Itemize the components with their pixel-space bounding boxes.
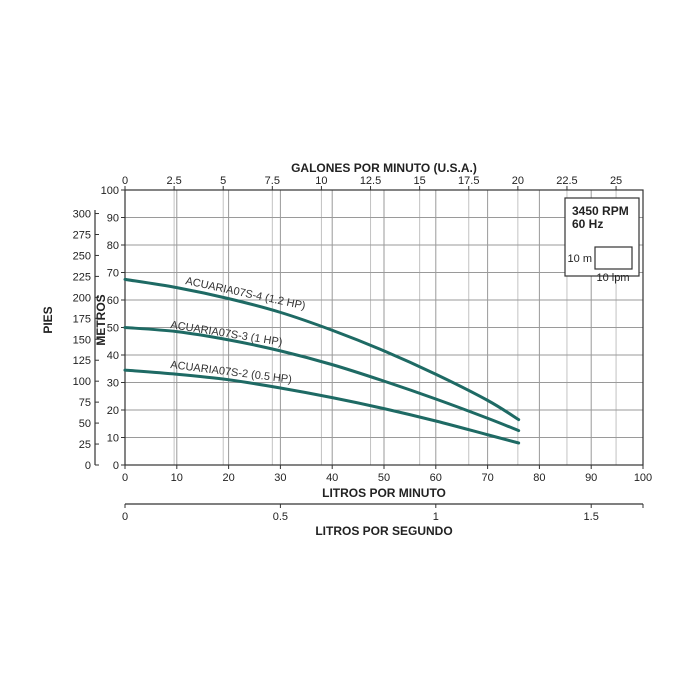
bottom-axis-title: LITROS POR MINUTO [322, 486, 446, 500]
curve-line [123, 368, 521, 445]
top-tick-label: 17.5 [458, 175, 479, 187]
pies-tick-label: 300 [73, 209, 91, 221]
metros-tick-label: 0 [113, 460, 119, 472]
pies-tick-label: 75 [79, 397, 91, 409]
top-tick-label: 2.5 [166, 175, 181, 187]
bottom-axis-ticks: 0 10 20 30 40 50 60 70 80 90 100 [122, 465, 652, 484]
pies-tick-label: 125 [73, 355, 91, 367]
metros-tick-label: 90 [107, 213, 119, 225]
metros-tick-label: 40 [107, 350, 119, 362]
bottom-tick-label: 30 [274, 472, 286, 484]
pies-axis-title: PIES [41, 306, 55, 333]
lps-axis-title: LITROS POR SEGUNDO [315, 524, 452, 538]
pies-tick-label: 50 [79, 418, 91, 430]
legend-scale-x: 10 lpm [596, 272, 629, 284]
pies-axis-ticks: 0 25 50 75 100 125 150 175 200 225 250 275 300 [73, 209, 99, 472]
bottom-tick-label: 50 [378, 472, 390, 484]
pies-tick-label: 25 [79, 439, 91, 451]
lps-tick-label: 1.5 [584, 511, 599, 523]
metros-axis-ticks: 0 10 20 30 40 50 60 70 80 90 100 [101, 185, 125, 472]
metros-axis-title: METROS [94, 294, 108, 345]
legend-scale-y: 10 m [568, 253, 592, 265]
bottom-tick-label: 60 [430, 472, 442, 484]
bottom-tick-label: 80 [533, 472, 545, 484]
pies-tick-label: 100 [73, 376, 91, 388]
bottom-tick-label: 90 [585, 472, 597, 484]
metros-tick-label: 30 [107, 378, 119, 390]
curve-line [123, 326, 521, 433]
top-tick-label: 25 [610, 175, 622, 187]
top-tick-label: 5 [220, 175, 226, 187]
lps-tick-label: 0 [122, 511, 128, 523]
pies-tick-label: 225 [73, 271, 91, 283]
lps-tick-label: 0.5 [273, 511, 288, 523]
legend-scale-rect [594, 246, 633, 270]
bottom-tick-label: 20 [222, 472, 234, 484]
top-tick-label: 0 [122, 175, 128, 187]
metros-tick-label: 60 [107, 295, 119, 307]
bottom-tick-label: 70 [481, 472, 493, 484]
top-tick-label: 7.5 [265, 175, 280, 187]
metros-tick-label: 50 [107, 323, 119, 335]
legend-rpm: 3450 RPM [572, 204, 629, 218]
pies-tick-label: 200 [73, 292, 91, 304]
bottom-tick-label: 0 [122, 472, 128, 484]
top-tick-label: 12.5 [360, 175, 381, 187]
metros-tick-label: 10 [107, 433, 119, 445]
lps-tick-label: 1 [433, 511, 439, 523]
pies-tick-label: 150 [73, 334, 91, 346]
top-tick-label: 22.5 [556, 175, 577, 187]
bottom-tick-label: 40 [326, 472, 338, 484]
curve-line [123, 277, 521, 422]
bottom-tick-label: 10 [171, 472, 183, 484]
pies-tick-label: 275 [73, 229, 91, 241]
pies-tick-label: 250 [73, 250, 91, 262]
pies-tick-label: 175 [73, 313, 91, 325]
metros-tick-label: 70 [107, 268, 119, 280]
metros-tick-label: 100 [101, 185, 119, 197]
top-tick-label: 20 [512, 175, 524, 187]
pies-tick-label: 0 [85, 460, 91, 472]
top-tick-label: 15 [414, 175, 426, 187]
curve-label: ACUARIA07S-2 (0.5 HP) [170, 359, 293, 386]
top-tick-label: 10 [315, 175, 327, 187]
lps-axis-ticks: 0 0.5 1 1.5 [122, 504, 644, 523]
bottom-tick-label: 100 [634, 472, 652, 484]
top-axis-title: GALONES POR MINUTO (U.S.A.) [291, 161, 477, 175]
legend-hz: 60 Hz [572, 217, 603, 231]
legend-frame [564, 197, 640, 277]
top-axis-ticks: 0 2.5 5 7.5 10 12.5 15 17.5 20 22.5 25 [122, 175, 622, 190]
metros-tick-label: 20 [107, 405, 119, 417]
legend-box: 3450 RPM 60 Hz 10 m 10 lpm [564, 197, 640, 284]
metros-tick-label: 80 [107, 240, 119, 252]
